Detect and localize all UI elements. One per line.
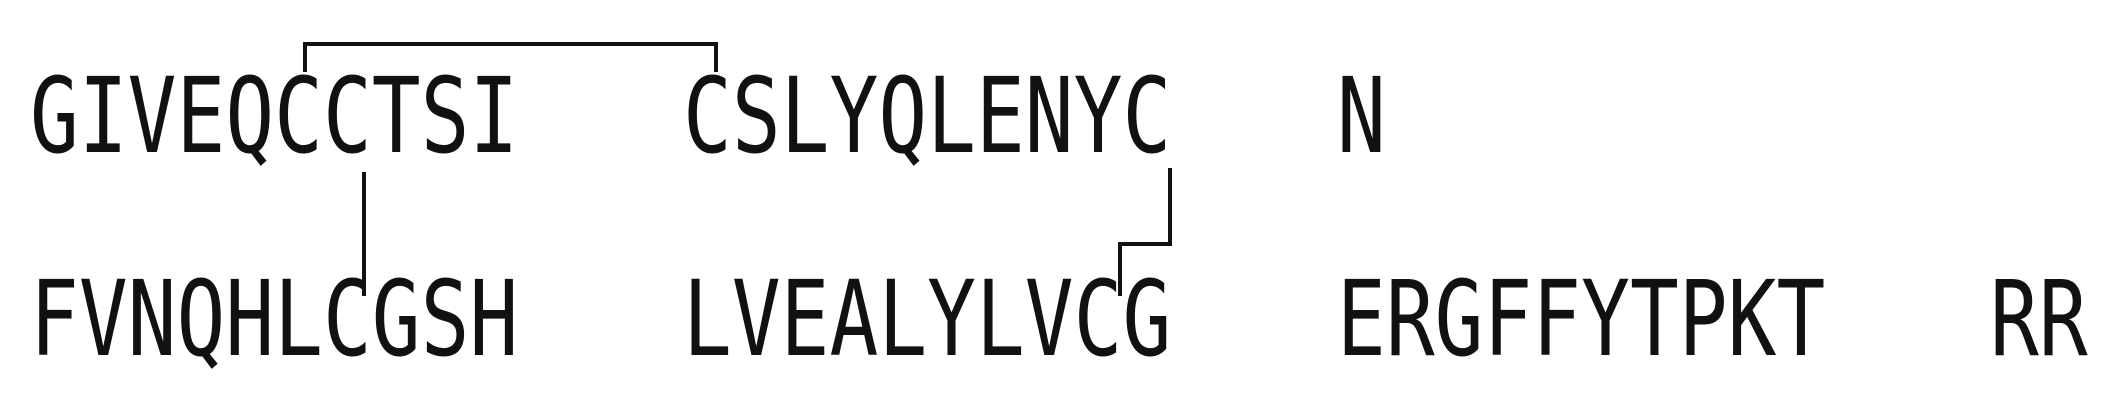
disulfide-bonds bbox=[303, 42, 1172, 296]
chain-b-segment-4: RR bbox=[1990, 258, 2088, 380]
chain-a-segment-1: GIVEQCCTSI bbox=[30, 55, 518, 177]
bond-a20-b19 bbox=[1118, 168, 1172, 296]
chain-b-segment-3: ERGFFYTPKT bbox=[1337, 258, 1825, 380]
chain-b: FVNQHLCGSH LVEALYLVCG ERGFFYTPKT RR bbox=[30, 258, 2088, 380]
bond-a6-a11 bbox=[303, 42, 718, 72]
chain-b-segment-2: LVEALYLVCG bbox=[683, 258, 1171, 380]
chain-a-segment-2: CSLYQLENYC bbox=[683, 55, 1171, 177]
chain-a: GIVEQCCTSI CSLYQLENYC N bbox=[30, 55, 1386, 177]
chain-a-segment-3: N bbox=[1337, 55, 1386, 177]
chain-b-segment-1: FVNQHLCGSH bbox=[30, 258, 518, 380]
